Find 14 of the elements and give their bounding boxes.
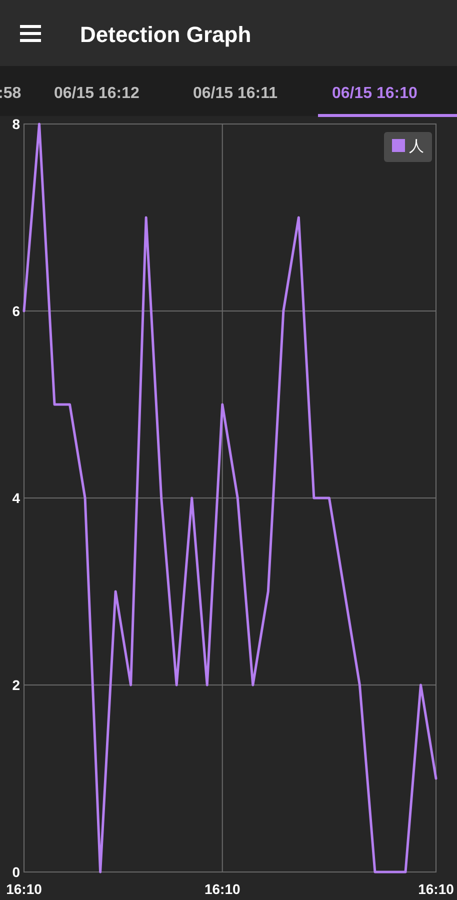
text: 06/15 16:11 xyxy=(193,85,278,102)
y-tick-label: 6 xyxy=(12,302,20,319)
chart-title: Detection Graph xyxy=(80,22,252,47)
y-tick-label: 8 xyxy=(12,116,20,132)
x-tick-label: 16:10 xyxy=(204,881,240,897)
y-tick-label: 0 xyxy=(12,864,20,880)
text: 06/15 16:12 xyxy=(54,85,140,102)
text: 06/15 16:10 xyxy=(332,85,418,102)
y-tick-label: 4 xyxy=(12,490,20,506)
legend-label: 人 xyxy=(409,137,424,155)
y-tick-label: 2 xyxy=(12,676,20,693)
x-tick-label: 16:10 xyxy=(418,881,454,897)
line-series xyxy=(22,122,438,874)
x-tick-label: 16:10 xyxy=(6,881,42,897)
